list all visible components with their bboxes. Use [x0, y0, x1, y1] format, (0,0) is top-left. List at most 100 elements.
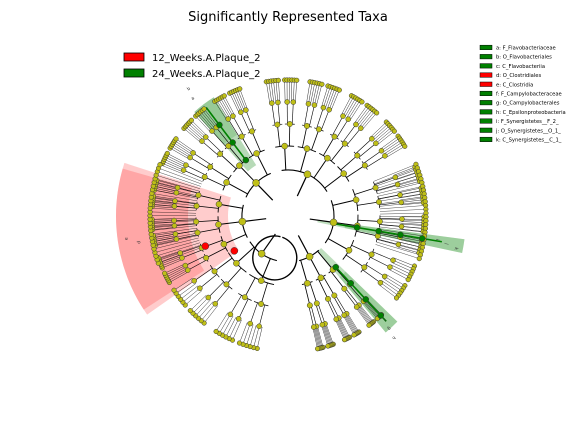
family-branch	[378, 194, 401, 200]
order-node	[207, 163, 214, 170]
genus-branch	[155, 184, 178, 190]
order-node	[315, 126, 322, 133]
genus-branch	[363, 301, 379, 318]
family-branch	[310, 305, 317, 327]
genus-branch	[327, 88, 336, 110]
order-branch	[260, 282, 268, 305]
leaf-branch	[376, 241, 421, 256]
order-node	[211, 268, 218, 275]
order-branch	[209, 166, 230, 179]
genus-branch	[335, 319, 345, 340]
order-branch	[219, 153, 237, 170]
genus-branch	[364, 299, 381, 317]
family-node	[397, 192, 403, 198]
family-node	[172, 198, 178, 204]
family-node	[230, 113, 236, 119]
family-branch	[343, 289, 357, 308]
family-branch	[342, 124, 357, 143]
genus-branch	[201, 303, 216, 321]
genus-branch	[328, 89, 338, 110]
family-branch	[345, 287, 360, 306]
family-branch	[370, 256, 391, 268]
family-node	[341, 312, 347, 318]
genus-node	[314, 346, 321, 352]
family-node	[310, 324, 317, 330]
order-node	[193, 203, 200, 209]
genus-branch	[164, 159, 185, 169]
key-swatch	[479, 109, 493, 115]
genus-branch	[152, 225, 175, 228]
family-branch	[374, 177, 396, 186]
family-branch	[194, 268, 213, 282]
genus-branch	[155, 240, 177, 246]
genus-branch	[152, 222, 175, 224]
order-branch	[311, 129, 320, 151]
family-node	[305, 101, 312, 107]
genus-branch	[325, 87, 333, 109]
order-node	[248, 128, 255, 135]
genus-branch	[246, 324, 254, 346]
family-node	[177, 250, 183, 256]
genus-branch	[195, 299, 211, 316]
enriched-node-green	[397, 231, 404, 239]
order-branch	[196, 219, 219, 223]
genus-branch	[198, 113, 214, 130]
class-branch	[332, 199, 357, 206]
genus-branch	[316, 326, 323, 348]
genus-branch	[383, 278, 402, 291]
class-branch	[327, 238, 350, 251]
genus-branch	[180, 285, 199, 300]
family-branch	[365, 264, 385, 277]
genus-branch	[239, 88, 248, 110]
clade-letter: j	[443, 242, 449, 245]
family-node	[180, 167, 187, 173]
genus-branch	[373, 125, 390, 141]
family-branch	[378, 232, 401, 238]
genus-branch	[344, 314, 357, 334]
order-node	[368, 251, 375, 258]
clade-letter: e	[124, 237, 129, 241]
genus-branch	[380, 136, 399, 150]
family-branch	[211, 130, 227, 148]
genus-node	[164, 150, 170, 156]
family-branch	[245, 109, 255, 131]
family-branch	[232, 116, 244, 136]
leaf-branch	[155, 242, 201, 257]
class-node	[215, 221, 222, 228]
genus-branch	[347, 313, 360, 333]
family-node	[319, 321, 326, 328]
genus-branch	[401, 228, 424, 232]
family-branch	[174, 219, 197, 221]
genus-branch	[398, 181, 420, 188]
genus-branch	[235, 90, 245, 111]
genus-branch	[154, 188, 177, 193]
genus-branch	[172, 144, 192, 157]
family-branch	[376, 184, 398, 191]
family-node	[173, 236, 180, 242]
genus-branch	[362, 112, 377, 130]
genus-branch	[167, 153, 187, 164]
class-branch	[300, 260, 308, 284]
phylum-node	[238, 217, 247, 226]
family-branch	[215, 286, 230, 304]
order-branch	[356, 230, 378, 237]
leaf-branch	[379, 221, 426, 225]
family-node	[243, 107, 249, 113]
order-branch	[330, 271, 345, 289]
genus-branch	[337, 318, 348, 339]
family-node	[394, 181, 401, 188]
genus-branch	[374, 127, 392, 142]
genus-branch	[356, 306, 371, 325]
genus-branch	[295, 80, 297, 103]
family-node	[395, 241, 402, 248]
genus-branch	[233, 91, 243, 112]
order-branch	[346, 165, 366, 178]
family-branch	[316, 107, 324, 129]
clade-letter: b	[186, 86, 192, 93]
key-entry: f: F_Campylobacteraceae	[479, 90, 562, 98]
family-node	[183, 162, 189, 168]
genus-branch	[344, 97, 356, 118]
key-label: f: F_Campylobacteraceae	[496, 92, 562, 98]
legend: 12_Weeks.A.Plaque_2 24_Weeks.A.Plaque_2	[123, 52, 261, 80]
enriched-node-green	[347, 280, 354, 287]
